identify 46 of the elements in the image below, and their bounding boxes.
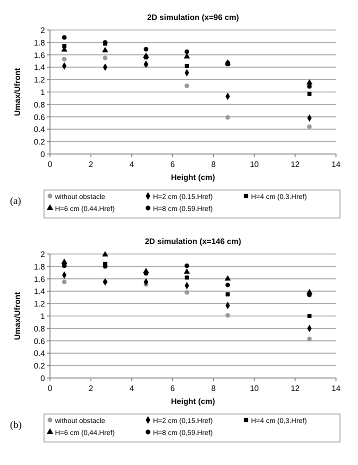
y-tick-label: 0.8: [34, 100, 46, 110]
text: (b): [10, 420, 22, 431]
y-tick-label: 1.8: [34, 38, 46, 48]
x-tick-label: 2: [88, 384, 94, 393]
x-tick-label: 10: [250, 160, 260, 169]
y-tick-label: 0.2: [34, 362, 46, 371]
x-tick-label: 14: [332, 384, 341, 393]
x-axis-title: Height (cm): [171, 397, 216, 406]
y-tick-label: 0: [40, 150, 46, 159]
y-tick-label: 0.6: [34, 336, 46, 346]
y-tick-label: 0.8: [34, 324, 46, 334]
y-tick-label: 1: [40, 312, 46, 321]
y-axis-title: Umax/Ufront: [13, 68, 22, 116]
y-tick-label: 1.6: [34, 50, 46, 60]
y-tick-label: 1.4: [34, 63, 46, 72]
y-tick-label: 1.2: [34, 76, 46, 85]
x-tick-label: 8: [211, 384, 216, 393]
x-tick-label: 14: [332, 160, 341, 169]
x-tick-label: 4: [129, 160, 134, 169]
chart-title: 2D simulation (x=96 cm): [147, 13, 240, 22]
x-axis-title: Height (cm): [171, 173, 216, 182]
x-tick-label: 12: [290, 384, 300, 393]
x-tick-label: 0: [48, 160, 53, 169]
y-tick-label: 0.4: [34, 125, 46, 134]
x-tick-label: 6: [170, 160, 176, 169]
y-tick-label: 0.2: [34, 138, 46, 147]
x-tick-label: 4: [129, 384, 134, 393]
y-tick-label: 1.6: [34, 274, 46, 284]
x-tick-label: 8: [211, 160, 216, 169]
y-tick-label: 1: [40, 88, 46, 97]
y-tick-label: 2: [40, 26, 46, 35]
y-tick-label: 0.4: [34, 349, 46, 358]
x-tick-label: 0: [48, 384, 53, 393]
y-tick-label: 1.2: [34, 300, 46, 309]
y-axis-title: Umax/Ufront: [13, 292, 22, 340]
y-tick-label: 1.8: [34, 262, 46, 272]
x-tick-label: 2: [88, 160, 94, 169]
y-tick-label: 1.4: [34, 287, 46, 296]
y-tick-label: 2: [40, 250, 46, 259]
x-tick-label: 10: [250, 384, 260, 393]
x-tick-label: 12: [290, 160, 300, 169]
text: (a): [10, 196, 22, 207]
y-tick-label: 0.6: [34, 112, 46, 122]
x-tick-label: 6: [170, 384, 176, 393]
chart-title: 2D simulation (x=146 cm): [144, 237, 242, 246]
y-tick-label: 0: [40, 374, 46, 383]
